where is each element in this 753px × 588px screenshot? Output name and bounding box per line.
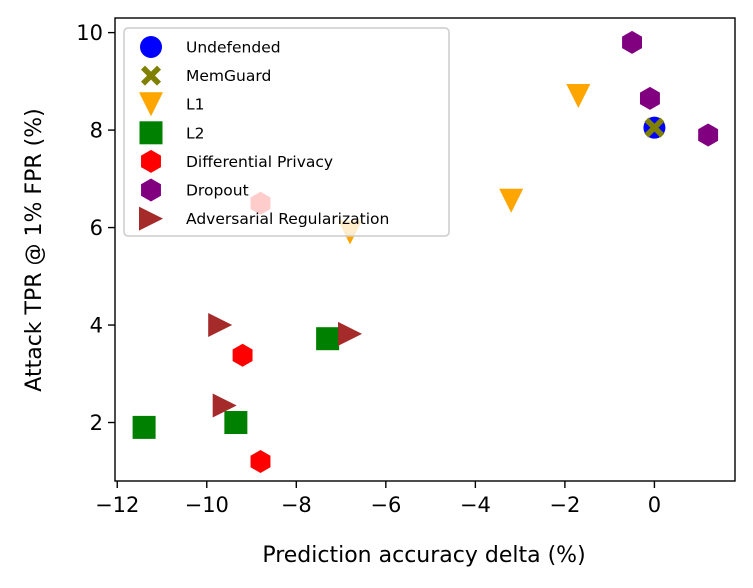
x-axis-label: Prediction accuracy delta (%) [262, 543, 585, 568]
x-tick-label: −2 [549, 493, 580, 517]
y-tick-label: 8 [90, 119, 103, 143]
legend-label: Undefended [186, 39, 281, 57]
legend-marker [141, 65, 161, 86]
x-tick-label: −6 [370, 493, 401, 517]
point-dropout [639, 86, 660, 110]
y-tick-label: 4 [90, 314, 103, 338]
x-tick-label: −4 [460, 493, 491, 517]
x-tick-label: −8 [281, 493, 312, 517]
legend-entry: L2 [139, 121, 205, 145]
legend-entry: Undefended [140, 36, 281, 58]
legend-entry: Dropout [141, 178, 249, 202]
point-l2 [224, 411, 248, 435]
point-adversarial-regularization [208, 313, 233, 338]
legend-marker [139, 121, 163, 145]
x-tick-label: −10 [185, 493, 229, 517]
y-tick-label: 10 [76, 21, 103, 45]
point-l1 [499, 188, 524, 213]
point-differential-privacy [250, 450, 271, 474]
point-adversarial-regularization [338, 321, 363, 346]
legend-entry: MemGuard [141, 65, 271, 86]
point-adversarial-regularization [212, 393, 237, 418]
x-tick-label: 0 [648, 493, 661, 517]
point-differential-privacy [232, 343, 253, 367]
legend-label: Adversarial Regularization [186, 210, 389, 228]
x-tick-label: −12 [95, 493, 139, 517]
plot-frame [114, 17, 736, 482]
legend-marker [141, 178, 161, 202]
legend-box [123, 27, 450, 237]
legend-marker [139, 206, 163, 231]
legend-entry: L1 [139, 92, 205, 117]
legend: Undefended MemGuard L1 L2 Differential Priva… [123, 27, 450, 237]
legend-marker [139, 92, 163, 117]
point-memguard [644, 117, 665, 138]
y-tick-label: 6 [90, 216, 103, 240]
y-tick-label: 2 [90, 411, 103, 435]
legend-entry: Differential Privacy [141, 149, 333, 173]
point-dropout [698, 123, 719, 147]
point-l2 [316, 327, 340, 351]
legend-marker [141, 149, 161, 173]
y-axis-label: Attack TPR @ 1% FPR (%) [22, 108, 47, 391]
legend-label: Differential Privacy [186, 153, 333, 171]
legend-label: MemGuard [186, 67, 271, 85]
point-l2 [132, 415, 156, 439]
legend-label: L2 [186, 124, 205, 142]
legend-marker [140, 36, 162, 58]
legend-entry: Adversarial Regularization [139, 206, 389, 231]
point-l1 [566, 83, 591, 108]
legend-label: Dropout [186, 182, 249, 200]
legend-label: L1 [186, 96, 205, 114]
axes: −12 −10 −8 −6 −4 −2 0 2 4 6 8 10 [76, 17, 736, 517]
point-dropout [622, 30, 642, 54]
